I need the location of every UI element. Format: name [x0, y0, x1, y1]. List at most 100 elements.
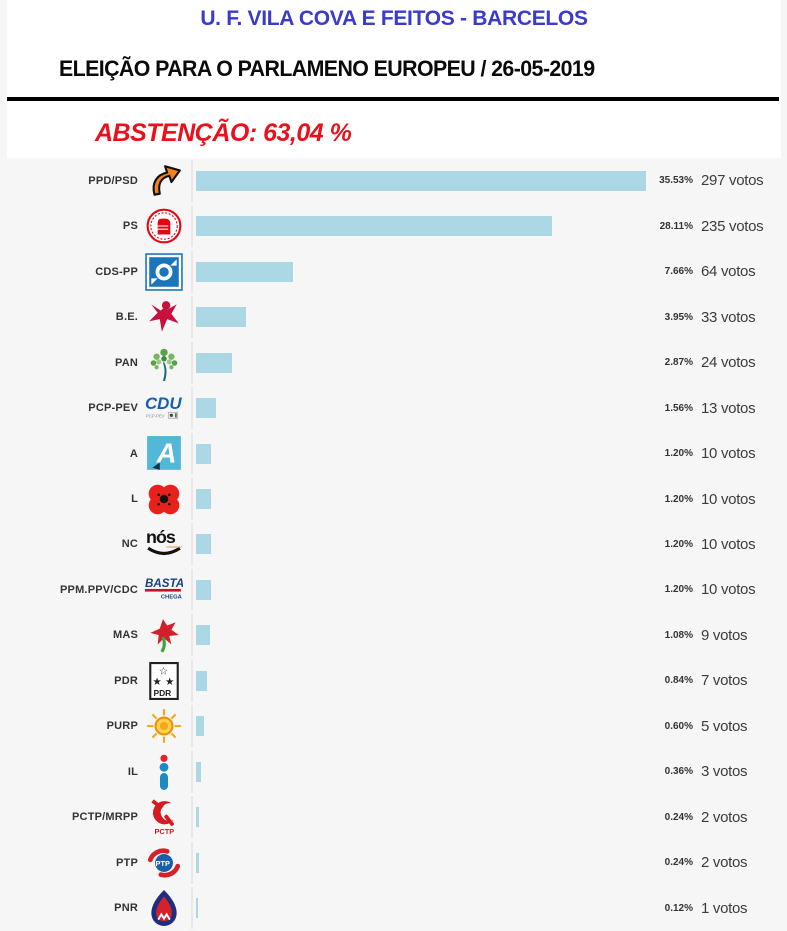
vote-bar — [196, 307, 246, 328]
party-label: PCP-PEV — [88, 402, 138, 415]
percent-label: 1.20% — [664, 448, 693, 460]
svg-text:nós: nós — [146, 527, 176, 547]
alianca-logo-icon: A — [144, 434, 184, 474]
party-label: PURP — [106, 720, 138, 733]
bar-separator — [191, 887, 193, 930]
result-row: PS 28.11% 235 votos — [0, 203, 787, 248]
vote-bar — [196, 670, 207, 691]
abstention-label: ABSTENÇÃO: 63,04 % — [95, 119, 352, 147]
votes-label: 5 votos — [701, 717, 748, 735]
basta-chega-icon: BASTA CHEGA — [144, 570, 184, 610]
result-row: PAN 2.87% 24 votos — [0, 340, 787, 385]
result-row: L 1.20% 10 votos — [0, 476, 787, 521]
cdu-logo-icon: CDU PCP-PEV — [144, 388, 184, 428]
nos-cidadaos-icon: nós cidadãos! — [144, 524, 184, 564]
percent-label: 1.20% — [664, 493, 693, 505]
result-row: B.E. 3.95% 33 votos — [0, 294, 787, 339]
votes-label: 9 votos — [701, 626, 748, 644]
party-label: PAN — [114, 356, 138, 369]
bar-separator — [191, 478, 193, 521]
party-label: PDR — [114, 674, 138, 687]
vote-bar — [196, 398, 216, 419]
bar-separator — [191, 523, 193, 566]
vote-bar — [196, 352, 233, 373]
vote-bar — [196, 534, 212, 555]
votes-label: 24 votos — [701, 354, 756, 372]
percent-label: 0.84% — [664, 675, 693, 687]
vote-bar — [196, 761, 201, 782]
party-label: A — [129, 447, 138, 460]
party-label: IL — [127, 765, 138, 778]
bar-separator — [191, 296, 193, 339]
vote-bar — [196, 852, 200, 873]
pdr-logo-icon: ☆ ★ ★ PDR — [144, 661, 184, 701]
percent-label: 35.53% — [659, 175, 693, 187]
svg-text:BASTA: BASTA — [145, 577, 183, 590]
party-label: B.E. — [115, 311, 138, 324]
svg-text:★: ★ — [165, 676, 175, 688]
psd-arrow-icon — [144, 161, 184, 201]
bar-separator — [191, 159, 193, 202]
vote-bar — [196, 170, 646, 191]
bar-separator — [191, 659, 193, 702]
bar-separator — [191, 432, 193, 475]
party-label: PPD/PSD — [88, 174, 138, 187]
votes-label: 64 votos — [701, 263, 756, 281]
votes-label: 297 votos — [701, 172, 764, 190]
party-label: PPM.PPV/CDC — [60, 583, 138, 596]
result-row: CDS-PP 7.66% 64 votos — [0, 249, 787, 294]
livre-poppy-icon — [144, 479, 184, 519]
header-card: U. F. VILA COVA E FEITOS - BARCELOS ELEI… — [7, 0, 781, 158]
purp-sun-icon — [144, 706, 184, 746]
page-title: U. F. VILA COVA E FEITOS - BARCELOS — [200, 7, 588, 30]
bar-separator — [191, 614, 193, 657]
result-row: PTP PTP 0.24% 2 votos — [0, 840, 787, 885]
result-row: PDR ☆ ★ ★ PDR 0.84% 7 votos — [0, 658, 787, 703]
results-chart: PPD/PSD 35.53% 297 votos PS 28.11% 235 v… — [0, 158, 787, 931]
vote-bar — [196, 216, 552, 237]
vote-bar — [196, 443, 212, 464]
percent-label: 0.36% — [664, 766, 693, 778]
svg-text:PDR: PDR — [153, 688, 171, 698]
party-label: PS — [122, 220, 138, 233]
percent-label: 0.60% — [664, 720, 693, 732]
party-label: NC — [121, 538, 138, 551]
vote-bar — [196, 716, 204, 737]
votes-label: 7 votos — [701, 672, 748, 690]
votes-label: 10 votos — [701, 581, 756, 599]
result-row: PNR 0.12% 1 votos — [0, 886, 787, 931]
percent-label: 1.56% — [664, 402, 693, 414]
result-row: PURP 0.60% 5 votos — [0, 704, 787, 749]
percent-label: 0.24% — [664, 857, 693, 869]
ptp-logo-icon: PTP — [144, 843, 184, 883]
svg-text:CDU: CDU — [145, 394, 182, 413]
vote-bar — [196, 489, 212, 510]
vote-bar — [196, 625, 210, 646]
be-star-icon — [144, 297, 184, 337]
votes-label: 235 votos — [701, 217, 764, 235]
svg-text:A: A — [156, 437, 177, 468]
votes-label: 33 votos — [701, 308, 756, 326]
percent-label: 1.20% — [664, 538, 693, 550]
mas-carnation-icon — [144, 615, 184, 655]
votes-label: 1 votos — [701, 899, 748, 917]
percent-label: 0.24% — [664, 811, 693, 823]
bar-separator — [191, 705, 193, 748]
votes-label: 10 votos — [701, 445, 756, 463]
pan-tree-icon — [144, 343, 184, 383]
percent-label: 7.66% — [664, 266, 693, 278]
divider-line — [7, 97, 779, 101]
vote-bar — [196, 261, 293, 282]
party-label: PNR — [114, 902, 138, 915]
result-row: PPD/PSD 35.53% 297 votos — [0, 158, 787, 203]
percent-label: 1.08% — [664, 629, 693, 641]
bar-separator — [191, 568, 193, 611]
bar-separator — [191, 796, 193, 839]
votes-label: 10 votos — [701, 535, 756, 553]
votes-label: 3 votos — [701, 763, 748, 781]
bar-separator — [191, 205, 193, 248]
result-row: NC nós cidadãos! 1.20% 10 votos — [0, 522, 787, 567]
party-label: PTP — [116, 856, 138, 869]
party-label: PCTP/MRPP — [72, 811, 138, 824]
